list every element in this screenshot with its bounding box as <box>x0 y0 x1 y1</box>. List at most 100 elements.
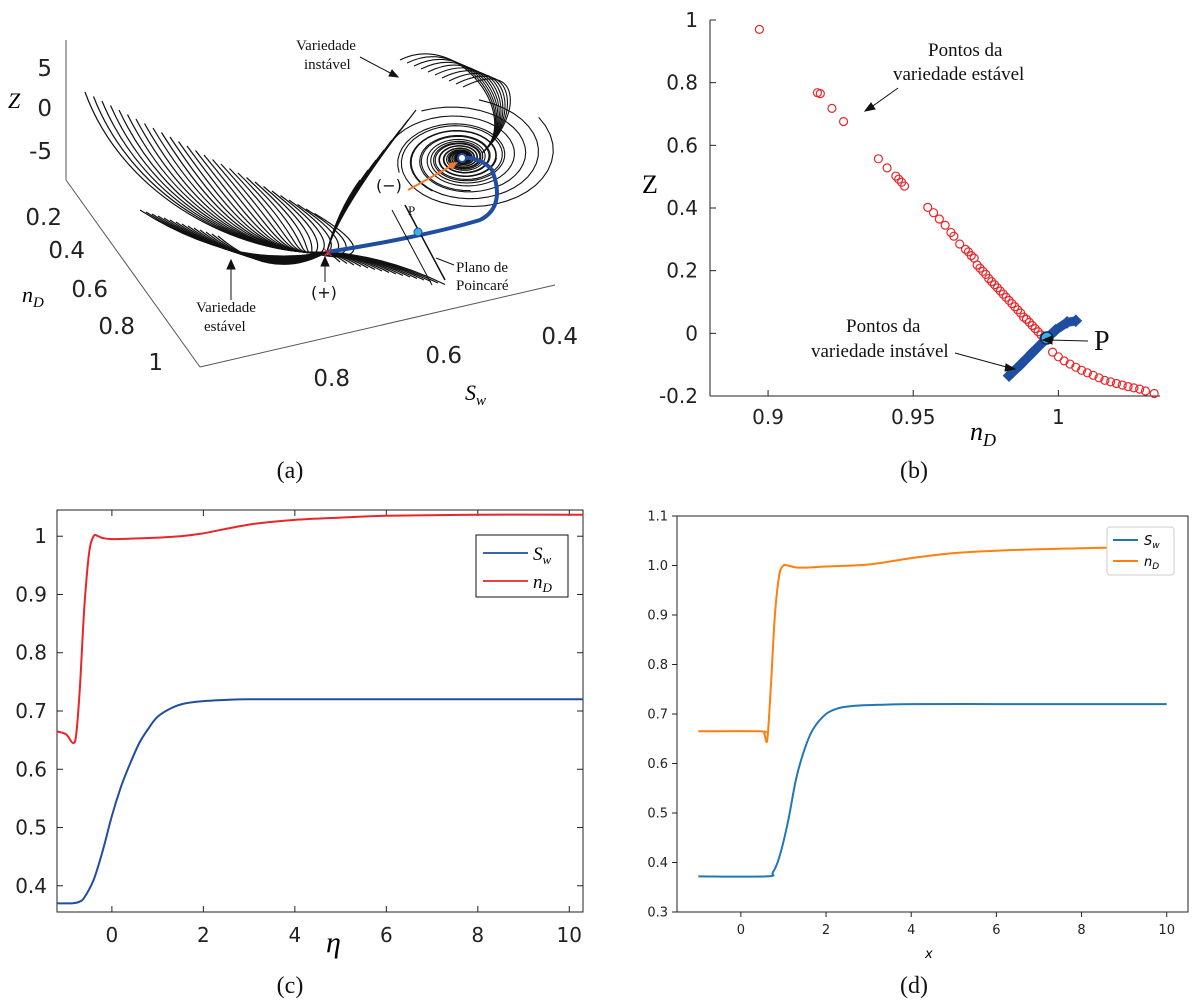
y-tick-label: 0.8 <box>666 71 698 95</box>
annotation-arrow <box>1047 339 1089 342</box>
y-tick-label: 0.9 <box>15 582 47 606</box>
y-tick-label: 0.4 <box>15 874 47 898</box>
stable-point <box>984 273 994 284</box>
nd-tick-label: 0.2 <box>25 205 62 231</box>
stable-manifold-label: estável <box>204 319 246 335</box>
y-tick-label: 0.4 <box>666 196 698 220</box>
y-tick-label: 0.8 <box>15 641 47 665</box>
stable-point <box>1100 375 1110 385</box>
stable-point <box>1117 380 1127 390</box>
panel-c-profile-plot: 0 2 4 6 8 10 1 0.9 0.8 0.7 0.6 0.5 0.4 η Sw nD <box>15 509 584 959</box>
stable-points-label: variedade estável <box>893 64 1024 85</box>
annotation-arrowhead <box>388 69 400 78</box>
y-tick-label: 0.6 <box>15 757 47 781</box>
panel-a-axes <box>65 40 556 368</box>
x-tick-label: 8 <box>471 923 484 947</box>
stable-point <box>827 103 837 113</box>
x-tick-label: 6 <box>992 923 1000 938</box>
z-tick-label: 5 <box>37 56 52 82</box>
sw-tick-label: 0.8 <box>313 366 350 392</box>
y-tick-label: 0.5 <box>647 807 668 822</box>
stable-point <box>1088 370 1098 380</box>
stable-point <box>1106 377 1116 387</box>
annotation-arrow <box>869 87 899 109</box>
stable-point <box>882 163 892 173</box>
x-tick-label: 0.9 <box>752 405 784 429</box>
d-legend-box <box>1106 526 1175 576</box>
y-tick-label: 0.5 <box>15 816 47 840</box>
stable-point <box>1140 386 1151 396</box>
stable-point <box>972 260 982 270</box>
nd-tick-label: 0.6 <box>71 277 108 303</box>
stable-point <box>1033 327 1043 337</box>
caption-a: (a) <box>277 458 304 484</box>
stable-point <box>940 220 950 230</box>
unstable-points-label: Pontos da <box>846 316 921 337</box>
y-tick-label: 0.6 <box>666 133 698 157</box>
unstable-manifold-points <box>1002 314 1083 382</box>
stable-point <box>1111 378 1122 389</box>
y-tick-label: 0 <box>685 321 698 345</box>
stable-point <box>1077 365 1087 375</box>
stable-point <box>978 266 988 276</box>
stable-point <box>934 214 944 224</box>
poincare-plane-line <box>404 204 446 281</box>
x-tick-label: 2 <box>197 923 210 947</box>
stable-point <box>1053 352 1063 362</box>
nd-tick-label: 1 <box>148 350 163 376</box>
stable-point <box>1004 295 1014 306</box>
b-x-axis-label: nD <box>970 417 996 450</box>
stable-point <box>1018 312 1029 322</box>
panel-a-3d-portrait: 5 0 -5 0.2 0.4 0.6 0.8 1 0.8 0.6 0.4 Z n… <box>8 38 578 409</box>
y-tick-label: 0.6 <box>647 757 668 772</box>
unstable-manifold-label: instável <box>304 57 351 73</box>
y-tick-label: -0.2 <box>659 384 698 408</box>
stable-points-label: Pontos da <box>928 40 1003 61</box>
nd-axis-label: nD <box>22 282 44 311</box>
stable-point <box>1082 368 1093 378</box>
stable-point <box>987 277 997 287</box>
stable-point <box>1123 382 1133 392</box>
unstable-spiral-trajectory <box>462 78 511 154</box>
stable-point <box>989 280 1000 290</box>
y-tick-label: 0.8 <box>647 658 668 673</box>
series-line-s-w <box>56 698 583 905</box>
stable-manifold-trajectories <box>84 91 446 286</box>
y-tick-label: 0.7 <box>15 699 47 723</box>
stable-point <box>1129 383 1139 393</box>
b-y-axis-label: Z <box>642 170 658 199</box>
stable-point <box>923 202 933 212</box>
nd-tick-label: 0.8 <box>98 314 135 340</box>
stable-point <box>975 263 985 273</box>
caption-b: (b) <box>900 458 928 484</box>
y-tick-label: 1 <box>34 524 47 548</box>
point-p-label: P <box>408 203 415 218</box>
c-x-axis-label: η <box>326 926 341 959</box>
stable-point <box>873 154 883 164</box>
stable-point <box>1094 373 1104 383</box>
unstable-manifold-label: Variedade <box>296 38 356 54</box>
stable-trajectory <box>326 251 446 286</box>
stable-point <box>899 181 910 191</box>
annotation-arrowhead <box>320 255 330 267</box>
annotation-arrow <box>435 257 455 266</box>
series-line-s-w <box>698 703 1167 878</box>
stable-point <box>1030 324 1040 334</box>
caption-d: (d) <box>900 973 928 999</box>
sw-tick-label: 0.6 <box>425 343 462 369</box>
series-line-n-d <box>698 545 1167 744</box>
panel-d-series <box>698 545 1167 878</box>
caption-c: (c) <box>277 973 304 999</box>
x-tick-label: 0.95 <box>891 405 936 429</box>
y-tick-label: 0.2 <box>666 259 698 283</box>
y-tick-label: 0.9 <box>647 609 668 624</box>
connecting-orbit <box>326 155 499 254</box>
stable-point <box>815 89 825 99</box>
y-tick-label: 0.4 <box>647 856 668 871</box>
panel-b-axes: 0.9 0.95 1 1 0.8 0.6 0.4 0.2 0 -0.2 <box>659 8 1160 429</box>
c-legend-box <box>475 534 569 598</box>
d-legend: Sw nD <box>1106 526 1175 576</box>
stable-point <box>1021 314 1032 324</box>
y-tick-label: 0.7 <box>647 708 668 723</box>
stable-point <box>1001 292 1011 302</box>
